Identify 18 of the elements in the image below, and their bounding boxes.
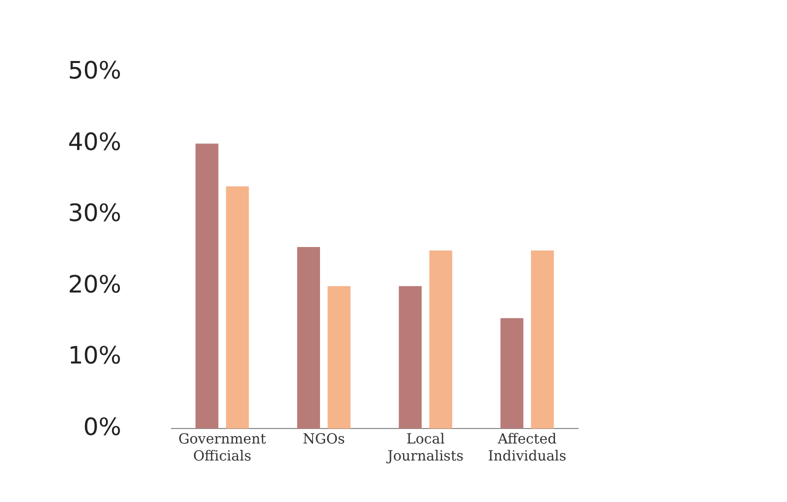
x-tick-label: NGOs: [302, 432, 345, 448]
bar: [429, 250, 452, 429]
x-tick-label: Affected Individuals: [488, 432, 566, 464]
bar: [195, 144, 218, 429]
y-tick-label: 40%: [68, 128, 122, 156]
y-tick-label: 10%: [68, 342, 122, 370]
bar: [398, 286, 422, 429]
bar: [500, 318, 524, 429]
bar: [226, 186, 249, 429]
x-tick-label: Government Officials: [178, 432, 266, 464]
y-tick-label: 20%: [68, 270, 122, 298]
y-tick-label: 30%: [68, 199, 122, 228]
y-tick-label: 0%: [83, 412, 122, 441]
bar: [530, 250, 554, 429]
bar: [328, 286, 351, 429]
y-tick-label: 50%: [68, 56, 122, 85]
bar: [297, 246, 320, 429]
x-tick-label: Local Journalists: [385, 432, 464, 464]
